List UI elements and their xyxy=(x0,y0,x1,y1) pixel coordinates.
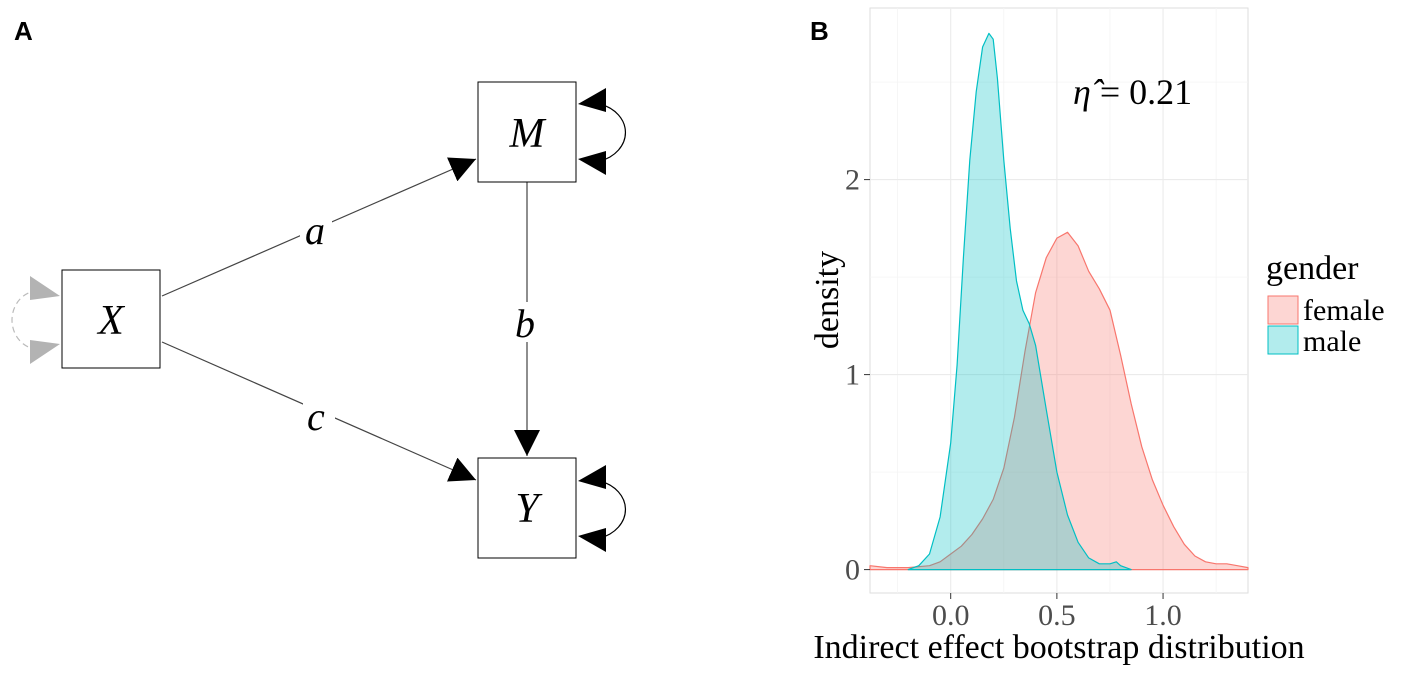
legend-label-male: male xyxy=(1303,325,1361,358)
m-loop-arrowhead-top xyxy=(578,88,606,112)
eta-annotation: η̂ = 0.21 xyxy=(1073,72,1192,112)
node-m-label: M xyxy=(509,111,547,157)
x-loop-arrowhead-top xyxy=(30,276,60,300)
density-series xyxy=(869,32,1249,571)
node-y-label: Y xyxy=(515,486,543,532)
y-tick-label: 2 xyxy=(845,164,860,197)
node-y-box xyxy=(477,457,577,559)
panel-a: A a b c X M Y xyxy=(11,16,626,559)
x-axis-title: Indirect effect bootstrap distribution xyxy=(813,629,1304,666)
x-tick-label: 0.0 xyxy=(932,599,970,632)
panel-b: B 0.0 0.5 1.0 0 1 2 η̂ = 0.21 Indirect effect… xyxy=(809,7,1385,666)
path-a-label-bg xyxy=(300,212,332,248)
x-variance-loop xyxy=(11,290,39,350)
legend-key-female xyxy=(1267,295,1299,325)
node-x-label: X xyxy=(96,298,126,344)
legend: gender female male xyxy=(1266,250,1385,358)
m-variance-loop xyxy=(599,103,626,162)
density-chart: 0.0 0.5 1.0 0 1 2 η̂ = 0.21 Indirect effect b… xyxy=(809,7,1385,666)
node-m: M xyxy=(477,81,577,183)
y-loop-arrowhead-bottom xyxy=(578,528,606,552)
panel-a-label: A xyxy=(14,16,33,46)
panel-b-label: B xyxy=(810,16,829,46)
y-loop-arrowhead-top xyxy=(578,465,606,489)
path-c-label: c xyxy=(307,394,325,439)
m-loop-arrowhead-bottom xyxy=(578,151,606,175)
y-tick-label: 1 xyxy=(845,359,860,392)
path-b-label-bg xyxy=(512,302,542,342)
node-y: Y xyxy=(477,457,577,559)
legend-title: gender xyxy=(1266,250,1359,287)
node-m-box xyxy=(477,81,577,183)
x-tick-label: 1.0 xyxy=(1144,599,1182,632)
path-c-label-bg xyxy=(303,398,335,436)
y-tick-label: 0 xyxy=(845,554,860,587)
x-tick-label: 0.5 xyxy=(1038,599,1076,632)
density-area-male xyxy=(907,32,1132,571)
node-x-box xyxy=(61,269,161,369)
y-variance-loop xyxy=(599,480,626,539)
y-axis-title: density xyxy=(809,251,846,349)
plot-panel xyxy=(869,7,1249,594)
path-a-label: a xyxy=(305,208,325,253)
eta-equals: = xyxy=(1091,72,1129,112)
eta-value: 0.21 xyxy=(1129,72,1192,112)
path-b-label: b xyxy=(515,301,535,346)
legend-key-male xyxy=(1267,325,1299,355)
x-loop-arrowhead-bottom xyxy=(30,340,60,364)
density-area-female xyxy=(869,231,1249,571)
legend-label-female: female xyxy=(1303,294,1385,327)
axis-ticks: 0.0 0.5 1.0 0 1 2 xyxy=(845,164,1182,632)
node-x: X xyxy=(61,269,161,369)
